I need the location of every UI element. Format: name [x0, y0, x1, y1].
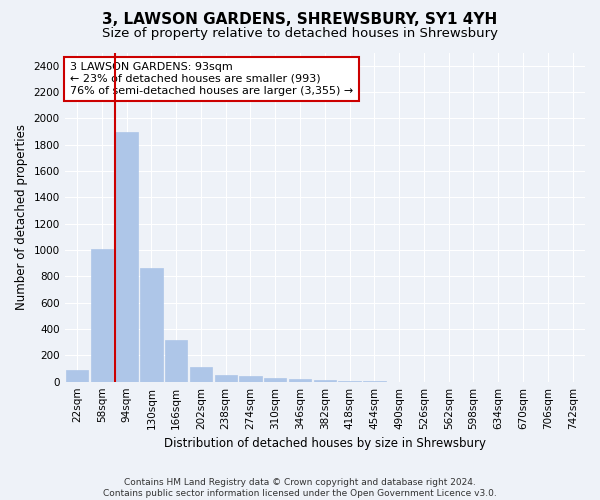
Text: Size of property relative to detached houses in Shrewsbury: Size of property relative to detached ho…	[102, 28, 498, 40]
Bar	[66, 370, 88, 382]
X-axis label: Distribution of detached houses by size in Shrewsbury: Distribution of detached houses by size …	[164, 437, 486, 450]
Bar	[338, 381, 361, 382]
Bar	[115, 132, 138, 382]
Bar	[165, 340, 187, 382]
Bar	[314, 380, 336, 382]
Bar	[215, 375, 237, 382]
Bar	[264, 378, 286, 382]
Bar	[289, 379, 311, 382]
Text: 3 LAWSON GARDENS: 93sqm
← 23% of detached houses are smaller (993)
76% of semi-d: 3 LAWSON GARDENS: 93sqm ← 23% of detache…	[70, 62, 353, 96]
Y-axis label: Number of detached properties: Number of detached properties	[15, 124, 28, 310]
Bar	[239, 376, 262, 382]
Bar	[190, 366, 212, 382]
Text: Contains HM Land Registry data © Crown copyright and database right 2024.
Contai: Contains HM Land Registry data © Crown c…	[103, 478, 497, 498]
Bar	[91, 248, 113, 382]
Text: 3, LAWSON GARDENS, SHREWSBURY, SY1 4YH: 3, LAWSON GARDENS, SHREWSBURY, SY1 4YH	[103, 12, 497, 28]
Bar	[140, 268, 163, 382]
